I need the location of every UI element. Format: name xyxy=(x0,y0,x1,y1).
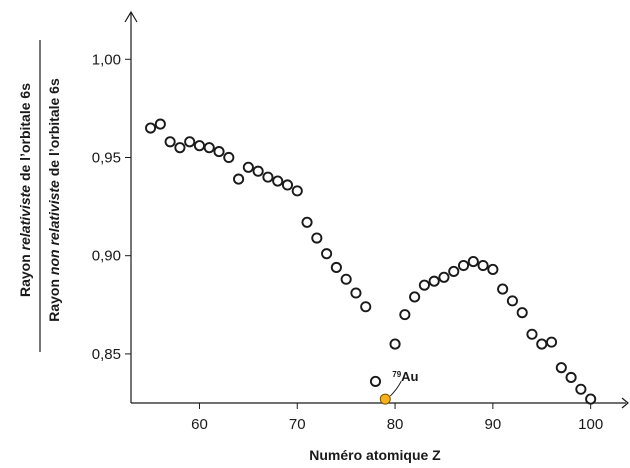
data-point xyxy=(555,362,567,374)
data-points xyxy=(145,118,597,405)
data-point xyxy=(311,232,323,244)
data-point xyxy=(350,287,362,299)
data-point xyxy=(262,171,274,183)
data-point xyxy=(154,118,166,130)
y-axis-arrow xyxy=(124,10,138,23)
data-point xyxy=(145,122,157,134)
data-point xyxy=(418,279,430,291)
data-point xyxy=(213,146,225,158)
data-point xyxy=(545,336,558,348)
data-point xyxy=(164,136,176,148)
x-axis-arrow xyxy=(621,397,629,409)
data-point xyxy=(193,140,206,152)
data-point xyxy=(409,291,421,303)
x-tick-label: 100 xyxy=(578,416,603,433)
y-tick-label: 0,90 xyxy=(92,248,121,265)
data-point xyxy=(301,216,313,228)
data-point xyxy=(438,271,450,283)
data-point xyxy=(321,248,333,260)
data-point xyxy=(467,256,479,268)
data-point xyxy=(399,309,411,321)
data-point xyxy=(242,161,254,173)
data-point xyxy=(497,283,509,295)
highlight-leader-line xyxy=(389,380,402,397)
x-tick-label: 70 xyxy=(289,416,306,433)
data-point xyxy=(340,273,352,285)
data-point xyxy=(360,301,372,313)
data-point xyxy=(233,173,245,185)
data-point xyxy=(477,259,489,272)
data-point xyxy=(389,338,401,350)
x-axis-title: Numéro atomique Z xyxy=(309,447,441,463)
highlight-point xyxy=(379,393,391,405)
data-point xyxy=(203,142,215,154)
y-tick-label: 0,95 xyxy=(92,149,121,166)
y-axis-numerator: Rayon relativiste de l’orbitale 6s xyxy=(17,83,33,297)
data-point xyxy=(174,142,186,154)
data-point xyxy=(281,179,294,191)
y-tick-label: 0,85 xyxy=(92,346,121,363)
data-point xyxy=(448,265,460,277)
data-point xyxy=(506,295,518,307)
highlight-label: 79Au xyxy=(392,369,418,384)
x-tick-label: 80 xyxy=(387,416,404,433)
data-point xyxy=(487,263,499,275)
data-point xyxy=(369,375,382,387)
data-point xyxy=(272,175,284,187)
data-point xyxy=(516,307,528,319)
data-point xyxy=(184,136,196,148)
data-point xyxy=(330,261,342,274)
data-point xyxy=(526,328,538,340)
data-point xyxy=(457,259,470,272)
data-point xyxy=(565,371,577,384)
y-tick-label: 1,00 xyxy=(92,51,121,68)
data-point xyxy=(252,165,264,177)
data-point xyxy=(428,275,440,287)
y-axis-denominator: Rayon non relativiste de l’orbitale 6s xyxy=(46,78,62,322)
x-tick-label: 60 xyxy=(191,416,208,433)
axes xyxy=(124,10,629,409)
data-point xyxy=(223,151,235,164)
highlight-group: 79Au xyxy=(379,369,419,405)
data-point xyxy=(585,393,597,405)
data-point xyxy=(575,383,587,395)
x-ticks: 60 70 80 90 100 xyxy=(191,403,603,433)
data-point xyxy=(536,338,548,350)
x-tick-label: 90 xyxy=(485,416,502,433)
y-axis-title: Rayon relativiste de l’orbitale 6s Rayon… xyxy=(17,40,62,352)
y-ticks: 0,85 0,90 0,95 1,00 xyxy=(92,51,131,363)
data-point xyxy=(291,185,303,197)
